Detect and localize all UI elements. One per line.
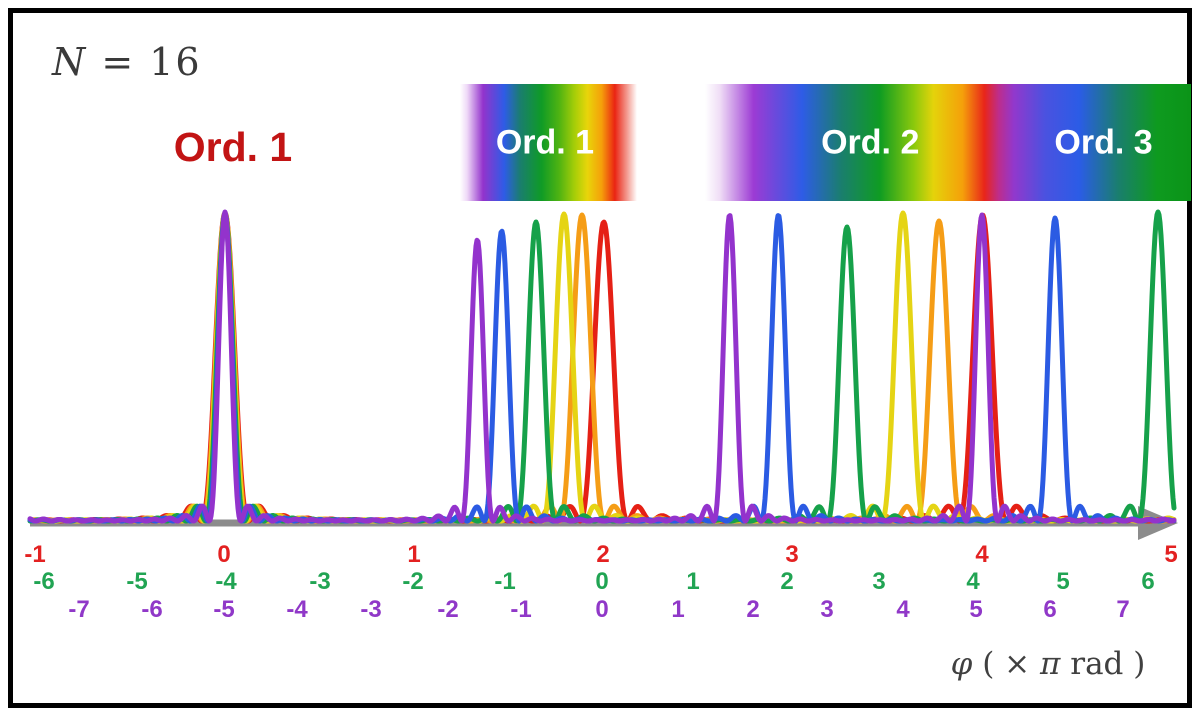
purple-phase-scale-tick: -1 bbox=[510, 596, 532, 623]
orange-wavelength-curve bbox=[27, 210, 1177, 524]
green-phase-scale-tick: -2 bbox=[402, 568, 424, 595]
purple-phase-scale-tick: 2 bbox=[746, 596, 760, 623]
slit-count-label: N = 16 bbox=[52, 40, 202, 84]
green-phase-scale-tick: -3 bbox=[309, 568, 331, 595]
purple-phase-scale-tick: -6 bbox=[141, 596, 163, 623]
purple-wavelength-curve bbox=[27, 209, 1177, 524]
purple-phase-scale-tick: 6 bbox=[1043, 596, 1057, 623]
green-phase-scale-tick: 0 bbox=[595, 568, 609, 595]
phi-symbol: φ bbox=[950, 646, 973, 682]
purple-phase-scale-tick: -2 bbox=[437, 596, 459, 623]
green-phase-scale-tick: -4 bbox=[215, 568, 237, 595]
green-phase-scale-tick: 6 bbox=[1141, 568, 1155, 595]
red-phase-scale-tick: 4 bbox=[975, 541, 989, 568]
x-axis-title: φ ( × π rad ) bbox=[950, 646, 1146, 682]
pi-symbol: π bbox=[1040, 646, 1061, 682]
purple-phase-scale-tick: 0 bbox=[595, 596, 609, 623]
red-phase-scale-tick: -1 bbox=[24, 541, 46, 568]
order-3-band-label: Ord. 3 bbox=[1054, 123, 1153, 161]
green-phase-scale-tick: 4 bbox=[966, 568, 980, 595]
blue-wavelength-curve bbox=[27, 210, 1177, 524]
green-phase-scale-tick: -6 bbox=[33, 568, 55, 595]
purple-phase-scale-tick: -4 bbox=[286, 596, 308, 623]
slide-border bbox=[8, 8, 1192, 708]
order-1-central-label: Ord. 1 bbox=[173, 124, 293, 170]
purple-phase-scale-tick: 3 bbox=[820, 596, 834, 623]
purple-phase-scale-tick: 4 bbox=[896, 596, 910, 623]
green-phase-scale-tick: 1 bbox=[686, 568, 700, 595]
slit-count-variable: N bbox=[52, 40, 88, 84]
red-phase-scale-tick: 1 bbox=[407, 541, 421, 568]
purple-phase-scale-tick: 7 bbox=[1116, 596, 1130, 623]
red-phase-scale-tick: 2 bbox=[596, 541, 610, 568]
green-phase-scale-tick: -1 bbox=[494, 568, 516, 595]
purple-phase-scale-tick: 5 bbox=[969, 596, 983, 623]
green-phase-scale-tick: 2 bbox=[780, 568, 794, 595]
green-phase-scale-tick: -5 bbox=[126, 568, 148, 595]
order-2-band-label: Ord. 2 bbox=[821, 123, 920, 161]
order-2-3-spectrum-band: Ord. 2 Ord. 3 bbox=[705, 84, 1191, 201]
slit-count-value: = 16 bbox=[87, 40, 202, 84]
order-1-band-label: Ord. 1 bbox=[495, 123, 595, 161]
purple-phase-scale-tick: -3 bbox=[360, 596, 382, 623]
order-1-spectrum-band: Ord. 1 bbox=[460, 84, 637, 201]
red-phase-scale-tick: 5 bbox=[1164, 541, 1178, 568]
red-phase-scale-tick: 3 bbox=[785, 541, 799, 568]
yellow-wavelength-curve bbox=[27, 210, 1177, 524]
green-wavelength-curve bbox=[27, 209, 1177, 524]
purple-phase-scale-tick: -7 bbox=[68, 596, 90, 623]
red-wavelength-curve bbox=[27, 210, 1177, 524]
green-phase-scale-tick: 3 bbox=[872, 568, 886, 595]
purple-phase-scale-tick: 1 bbox=[671, 596, 685, 623]
purple-phase-scale-tick: -5 bbox=[213, 596, 235, 623]
green-phase-scale-tick: 5 bbox=[1056, 568, 1070, 595]
red-phase-scale-tick: 0 bbox=[217, 541, 231, 568]
